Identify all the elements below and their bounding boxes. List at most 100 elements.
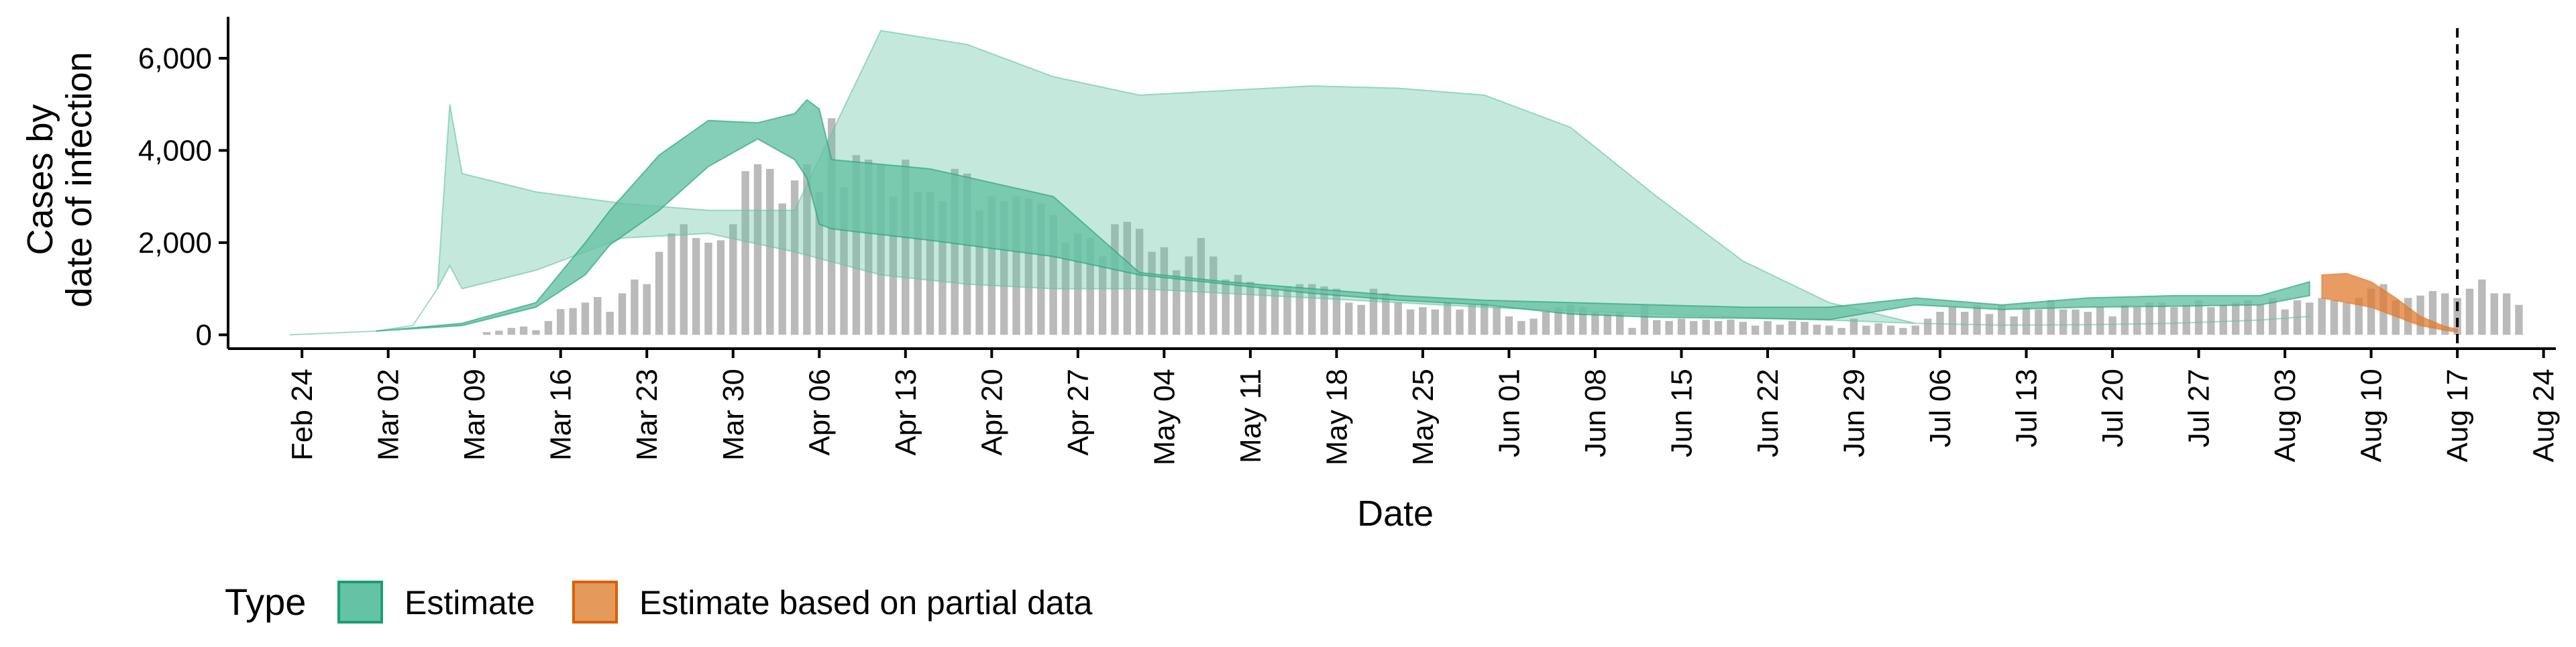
reported-cases-bar bbox=[1603, 314, 1611, 335]
reported-cases-bar bbox=[2084, 312, 2092, 335]
reported-cases-bar bbox=[1481, 302, 1489, 335]
reported-cases-bar bbox=[1578, 307, 1587, 335]
reported-cases-bar bbox=[889, 196, 898, 335]
reported-cases-bar bbox=[2219, 304, 2227, 335]
reported-cases-bar bbox=[2343, 302, 2351, 335]
reported-cases-bar bbox=[2121, 304, 2129, 335]
reported-cases-bar bbox=[2232, 302, 2240, 335]
reported-cases-bar bbox=[2207, 307, 2215, 335]
reported-cases-bar bbox=[753, 164, 762, 335]
reported-cases-bar bbox=[1394, 302, 1402, 335]
reported-cases-bar bbox=[655, 251, 663, 335]
x-tick-label: Jul 06 bbox=[1924, 369, 1957, 447]
reported-cases-bars bbox=[482, 118, 2523, 335]
reported-cases-bar bbox=[2453, 298, 2461, 335]
reported-cases-bar bbox=[606, 312, 614, 335]
reported-cases-bar bbox=[2465, 288, 2474, 335]
reported-cases-bar bbox=[790, 180, 799, 335]
reported-cases-bar bbox=[1813, 325, 1821, 335]
x-tick-label: Jul 13 bbox=[2010, 369, 2043, 447]
reported-cases-bar bbox=[1616, 312, 1624, 335]
reported-cases-bar bbox=[741, 171, 749, 335]
reported-cases-bar bbox=[1690, 320, 1698, 335]
reported-cases-bar bbox=[716, 240, 725, 335]
reported-cases-bar bbox=[2133, 307, 2141, 335]
reported-cases-bar bbox=[1517, 320, 1525, 335]
y-tick-label: 2,000 bbox=[138, 227, 212, 259]
reported-cases-bar bbox=[1086, 238, 1094, 335]
reported-cases-bar bbox=[1320, 286, 1328, 335]
reported-cases-bar bbox=[1308, 284, 1316, 335]
reported-cases-bar bbox=[1074, 233, 1082, 335]
reported-cases-bar bbox=[2318, 298, 2326, 335]
reported-cases-bar bbox=[1665, 320, 1673, 335]
reported-cases-bar bbox=[1998, 304, 2006, 335]
legend-entry-label: Estimate based on partial data bbox=[639, 584, 1093, 622]
reported-cases-bar bbox=[778, 203, 786, 335]
reported-cases-bar bbox=[1037, 203, 1045, 335]
reported-cases-bar bbox=[2502, 293, 2511, 335]
reported-cases-bar bbox=[1049, 215, 1057, 335]
x-tick-label: Mar 16 bbox=[545, 369, 578, 461]
reported-cases-bar bbox=[594, 297, 602, 335]
reported-cases-bar bbox=[803, 164, 811, 335]
reported-cases-bar bbox=[926, 192, 934, 335]
reported-cases-bar bbox=[618, 293, 627, 335]
reported-cases-bar bbox=[1123, 221, 1131, 335]
reported-cases-bar bbox=[1332, 288, 1341, 335]
reported-cases-bar bbox=[1148, 251, 1156, 335]
reported-cases-bar bbox=[519, 327, 528, 335]
x-tick-label: Jun 15 bbox=[1665, 369, 1698, 457]
x-tick-label: Aug 24 bbox=[2528, 369, 2561, 462]
reported-cases-bar bbox=[1948, 307, 1957, 335]
reported-cases-bar bbox=[2194, 300, 2203, 335]
reported-cases-bar bbox=[667, 233, 676, 335]
reported-cases-bar bbox=[815, 192, 823, 335]
reported-cases-bar bbox=[1369, 288, 1378, 335]
x-tick-label: Feb 24 bbox=[286, 369, 319, 461]
reported-cases-bar bbox=[1628, 328, 1636, 335]
reported-cases-bar bbox=[987, 196, 996, 335]
reported-cases-bar bbox=[1012, 196, 1020, 335]
x-tick-label: May 18 bbox=[1320, 369, 1353, 465]
reported-cases-bar bbox=[1443, 302, 1452, 335]
reported-cases-bar bbox=[1431, 309, 1439, 335]
reported-cases-bar bbox=[1505, 316, 1513, 335]
reported-cases-bar bbox=[2515, 304, 2523, 335]
reported-cases-bar bbox=[1135, 229, 1144, 335]
estimate-areas bbox=[289, 30, 2459, 336]
reported-cases-bar bbox=[2022, 307, 2031, 335]
reported-cases-bar bbox=[2428, 291, 2437, 335]
x-tick-label: Jun 22 bbox=[1752, 369, 1784, 457]
reported-cases-bar bbox=[680, 224, 688, 335]
reported-cases-bar bbox=[482, 332, 491, 335]
reported-cases-bar bbox=[2416, 295, 2424, 335]
reported-cases-bar bbox=[1024, 198, 1033, 335]
reported-cases-bar bbox=[1000, 201, 1008, 335]
reported-cases-bar bbox=[643, 284, 651, 335]
y-tick-label: 6,000 bbox=[138, 42, 212, 75]
x-tick-label: Jun 08 bbox=[1579, 369, 1612, 457]
x-tick-label: May 04 bbox=[1148, 369, 1181, 465]
x-tick-label: Aug 03 bbox=[2269, 369, 2302, 462]
reported-cases-bar bbox=[1751, 325, 1760, 335]
reported-cases-bar bbox=[2059, 309, 2068, 335]
reported-cases-bar bbox=[1776, 325, 1784, 335]
reported-cases-bar bbox=[865, 160, 873, 335]
reported-cases-bar bbox=[1849, 318, 1858, 335]
reported-cases-bar bbox=[1160, 247, 1169, 335]
reported-cases-bar bbox=[2490, 293, 2498, 335]
reported-cases-bar bbox=[840, 187, 848, 335]
reported-cases-bar bbox=[631, 279, 639, 335]
reported-cases-bar bbox=[532, 330, 540, 335]
reported-cases-bar bbox=[1345, 302, 1353, 335]
reported-cases-bar bbox=[914, 192, 922, 335]
reported-cases-bar bbox=[2244, 300, 2252, 335]
y-tick-label: 0 bbox=[196, 318, 212, 351]
reported-cases-bar bbox=[975, 210, 983, 335]
reported-cases-bar bbox=[1653, 320, 1661, 335]
reported-cases-bar bbox=[2096, 307, 2104, 335]
